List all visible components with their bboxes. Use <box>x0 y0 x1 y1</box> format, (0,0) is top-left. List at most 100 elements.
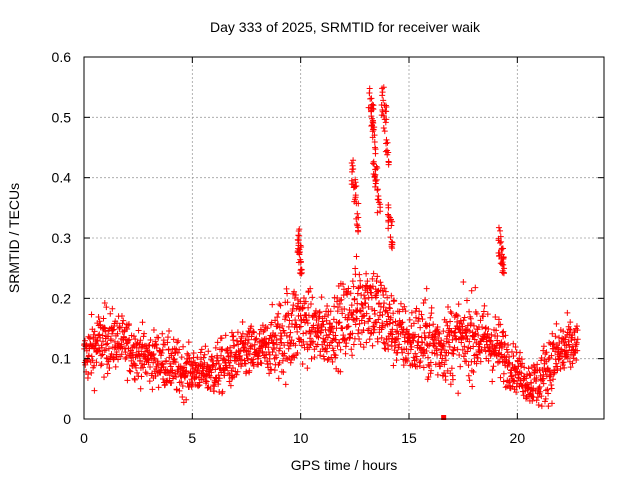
data-point <box>547 377 554 384</box>
data-point <box>374 165 381 172</box>
data-point <box>549 330 556 337</box>
data-point <box>420 364 427 371</box>
data-point <box>280 369 287 376</box>
data-point <box>329 358 336 365</box>
data-point <box>426 322 433 329</box>
data-point <box>272 332 279 339</box>
data-point <box>350 283 357 290</box>
data-point <box>418 311 425 318</box>
data-point <box>560 328 567 335</box>
data-point <box>566 326 573 333</box>
data-point <box>160 375 167 382</box>
data-point <box>271 355 278 362</box>
data-point <box>345 285 352 292</box>
data-point <box>423 323 430 330</box>
data-point <box>255 353 262 360</box>
data-point <box>359 284 366 291</box>
data-point <box>395 344 402 351</box>
data-point <box>203 371 210 378</box>
data-point <box>441 369 448 376</box>
data-point <box>285 345 292 352</box>
data-point <box>88 353 95 360</box>
data-point <box>565 338 572 345</box>
data-point <box>379 311 386 318</box>
data-point <box>294 350 301 357</box>
data-point <box>369 275 376 282</box>
data-point <box>99 338 106 345</box>
data-point <box>228 329 235 336</box>
data-point <box>277 335 284 342</box>
data-point <box>385 225 392 232</box>
data-point <box>85 371 92 378</box>
data-point <box>351 183 358 190</box>
data-point <box>389 331 396 338</box>
data-point <box>201 351 208 358</box>
data-point <box>336 319 343 326</box>
data-point <box>164 339 171 346</box>
data-point <box>399 319 406 326</box>
data-point <box>126 336 133 343</box>
data-point <box>356 271 363 278</box>
data-point <box>312 307 319 314</box>
data-point <box>408 322 415 329</box>
data-point <box>495 316 502 323</box>
data-point <box>410 320 417 327</box>
data-point <box>389 326 396 333</box>
data-point <box>147 363 154 370</box>
data-point <box>419 339 426 346</box>
data-point <box>195 383 202 390</box>
data-point <box>173 373 180 380</box>
data-point <box>143 370 150 377</box>
data-point <box>339 281 346 288</box>
data-point <box>296 251 303 258</box>
data-point <box>573 339 580 346</box>
data-point <box>349 166 356 173</box>
data-point <box>367 315 373 322</box>
data-point <box>276 359 283 366</box>
data-point <box>147 337 154 344</box>
data-point <box>556 334 563 341</box>
data-point <box>447 308 454 315</box>
data-point <box>470 368 477 375</box>
data-point <box>151 356 158 363</box>
data-point <box>446 343 453 350</box>
data-point <box>493 327 500 334</box>
data-point <box>391 297 398 304</box>
data-point <box>371 326 378 333</box>
data-point <box>149 386 156 393</box>
data-point <box>461 314 468 321</box>
data-point <box>417 324 424 331</box>
data-point <box>245 336 252 343</box>
data-point <box>348 302 355 309</box>
data-point <box>322 345 329 352</box>
data-point <box>130 342 137 349</box>
data-point <box>500 328 507 335</box>
data-point <box>243 368 250 375</box>
data-point <box>324 303 331 310</box>
data-point <box>210 361 217 368</box>
data-point <box>234 329 241 336</box>
data-point <box>299 305 306 312</box>
data-point <box>343 340 350 347</box>
data-point <box>164 334 171 341</box>
data-point <box>221 372 228 379</box>
data-point <box>180 343 187 350</box>
data-point <box>364 278 371 285</box>
data-point <box>102 328 109 335</box>
data-point <box>288 357 295 364</box>
data-point <box>168 379 175 386</box>
data-point <box>212 366 219 373</box>
data-point <box>403 356 410 363</box>
data-point <box>442 352 449 359</box>
data-point <box>124 325 131 332</box>
data-point <box>150 327 157 334</box>
data-point <box>574 347 581 354</box>
data-point <box>455 390 462 397</box>
data-point <box>96 318 103 325</box>
data-point <box>219 390 226 397</box>
data-point <box>365 303 372 310</box>
data-point <box>250 356 257 363</box>
data-point <box>107 310 114 317</box>
data-point <box>545 367 552 374</box>
data-point <box>339 310 346 317</box>
